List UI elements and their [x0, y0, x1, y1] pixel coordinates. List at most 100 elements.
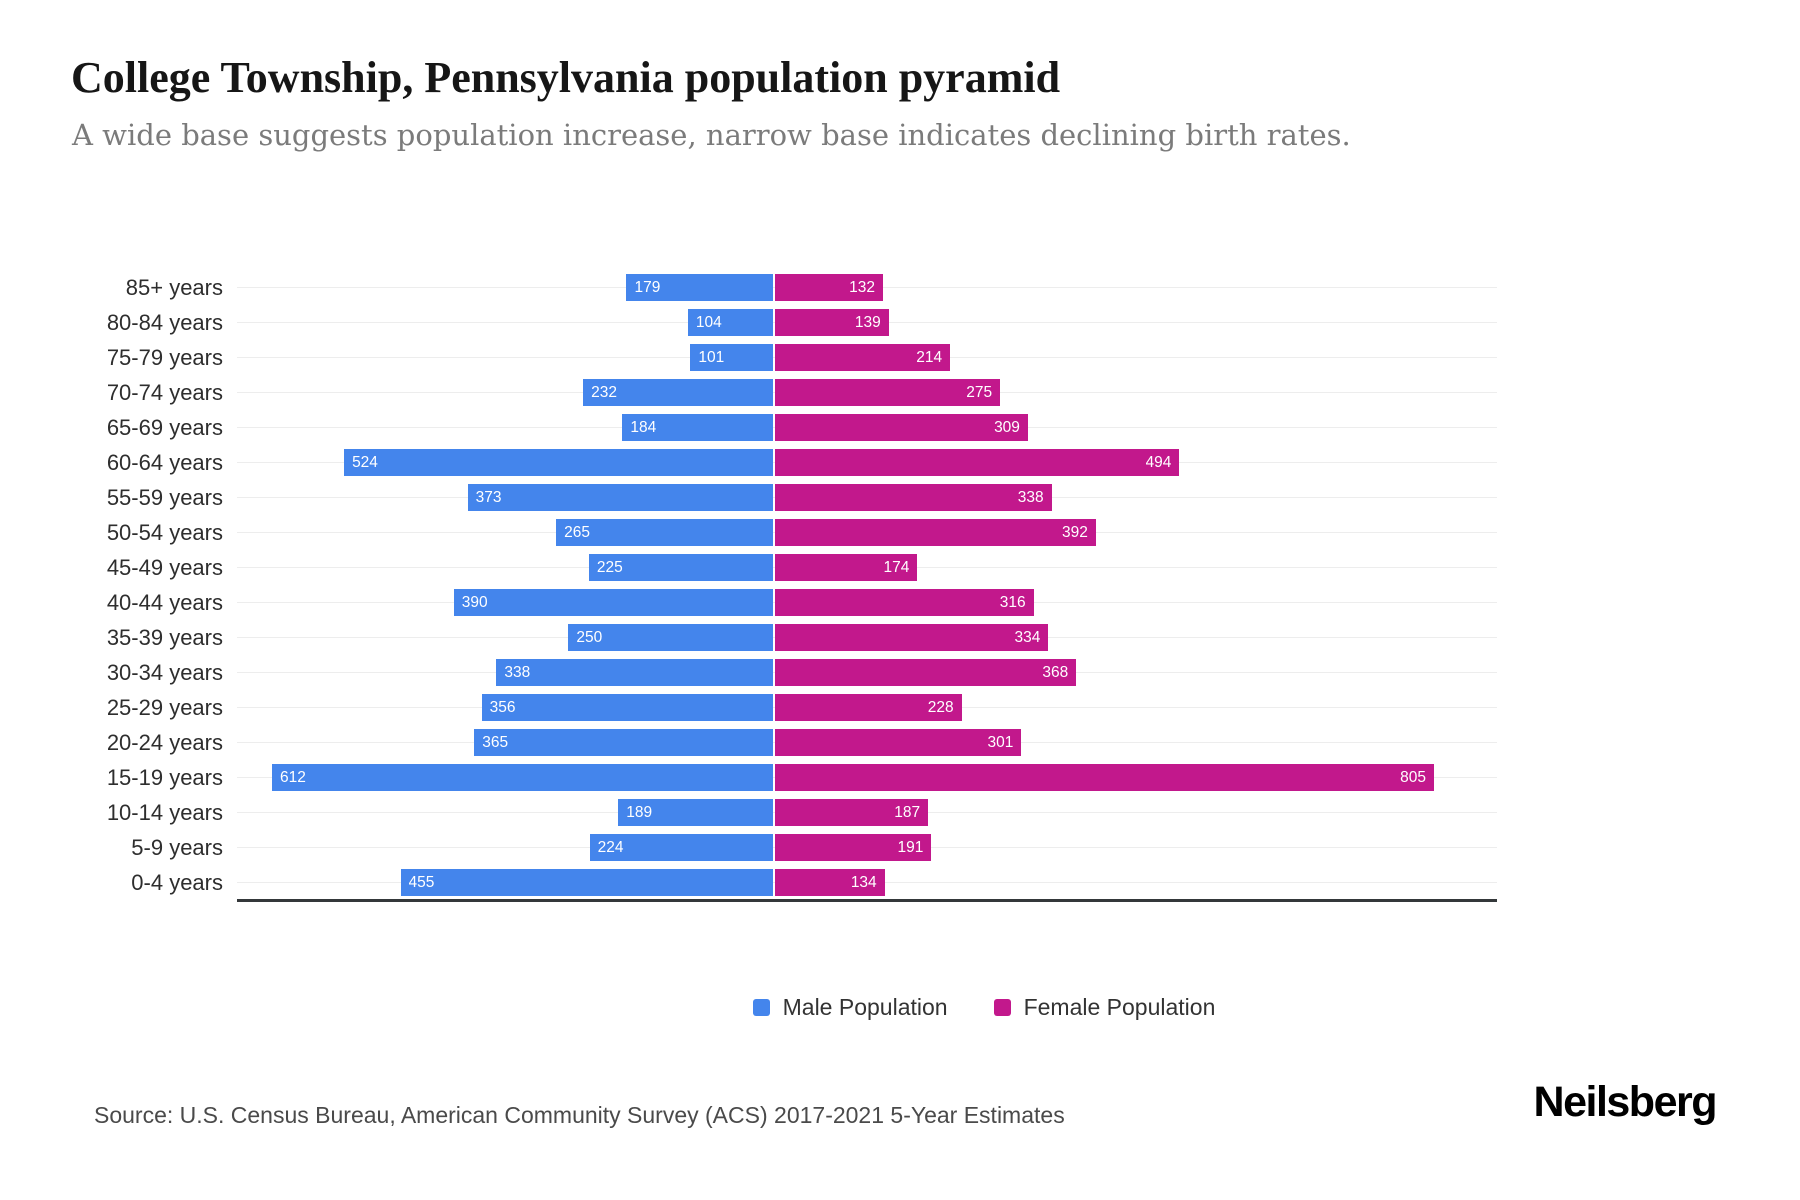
female-bar-value: 275 [966, 384, 993, 401]
male-bar-value: 612 [280, 769, 306, 786]
female-bar[interactable]: 139 [775, 309, 889, 336]
pyramid-row: 85+ years 179 132 [0, 270, 1800, 305]
row-plot: 373 338 [237, 480, 1497, 515]
male-bar[interactable]: 612 [272, 764, 773, 791]
row-plot: 524 494 [237, 445, 1497, 480]
female-bar[interactable]: 368 [775, 659, 1077, 686]
male-bar-value: 390 [461, 594, 488, 611]
female-legend-label: Female Population [1023, 994, 1216, 1020]
female-bar[interactable]: 494 [775, 449, 1180, 476]
pyramid-row: 10-14 years 189 187 [0, 795, 1800, 830]
female-bar-value: 368 [1042, 664, 1069, 681]
male-bar[interactable]: 524 [344, 449, 773, 476]
age-group-label: 10-14 years [106, 799, 223, 825]
pyramid-row: 70-74 years 232 275 [0, 375, 1800, 410]
age-group-label: 80-84 years [106, 309, 223, 335]
female-bar[interactable]: 334 [775, 624, 1049, 651]
female-bar-value: 139 [854, 314, 881, 331]
male-bar[interactable]: 390 [453, 589, 773, 616]
age-group-label: 50-54 years [106, 519, 223, 545]
legend-item-male[interactable]: Male Population [752, 994, 948, 1021]
pyramid-row: 40-44 years 390 316 [0, 585, 1800, 620]
female-legend-swatch-icon [993, 999, 1011, 1016]
female-bar[interactable]: 275 [775, 379, 1001, 406]
female-bar[interactable]: 134 [775, 869, 885, 896]
male-bar[interactable]: 250 [568, 624, 773, 651]
age-group-label: 70-74 years [106, 379, 223, 405]
row-plot: 265 392 [237, 515, 1497, 550]
female-bar-value: 132 [849, 279, 876, 296]
male-bar-value: 225 [596, 559, 623, 576]
chart-title: College Township, Pennsylvania populatio… [71, 53, 1061, 102]
row-plot: 356 228 [237, 690, 1497, 725]
female-bar-value: 174 [883, 559, 910, 576]
neilsberg-logo[interactable]: Neilsberg [1533, 1078, 1718, 1126]
male-bar[interactable]: 224 [589, 834, 773, 861]
source-attribution: Source: U.S. Census Bureau, American Com… [94, 1102, 1065, 1128]
age-group-label: 60-64 years [106, 449, 223, 475]
pyramid-row: 65-69 years 184 309 [0, 410, 1800, 445]
age-group-label: 30-34 years [106, 659, 223, 685]
female-bar-value: 338 [1017, 489, 1044, 506]
male-bar-value: 524 [352, 454, 378, 471]
male-bar[interactable]: 104 [687, 309, 773, 336]
female-bar[interactable]: 174 [775, 554, 918, 581]
row-plot: 184 309 [237, 410, 1497, 445]
pyramid-row: 30-34 years 338 368 [0, 655, 1800, 690]
female-bar[interactable]: 392 [775, 519, 1096, 546]
male-bar[interactable]: 184 [622, 414, 773, 441]
male-bar[interactable]: 232 [583, 379, 773, 406]
male-bar-value: 224 [597, 839, 624, 856]
female-bar[interactable]: 309 [775, 414, 1028, 441]
row-plot: 365 301 [237, 725, 1497, 760]
female-bar[interactable]: 338 [775, 484, 1052, 511]
male-bar[interactable]: 179 [626, 274, 773, 301]
row-plot: 179 132 [237, 270, 1497, 305]
male-bar[interactable]: 189 [618, 799, 773, 826]
male-bar[interactable]: 265 [556, 519, 773, 546]
pyramid-row: 20-24 years 365 301 [0, 725, 1800, 760]
male-legend-swatch-icon [752, 999, 770, 1016]
female-bar[interactable]: 805 [775, 764, 1434, 791]
female-bar[interactable]: 187 [775, 799, 929, 826]
row-plot: 232 275 [237, 375, 1497, 410]
male-bar[interactable]: 101 [690, 344, 773, 371]
age-group-label: 40-44 years [106, 589, 223, 615]
female-bar[interactable]: 316 [775, 589, 1034, 616]
female-bar-value: 805 [1400, 769, 1426, 786]
row-plot: 104 139 [237, 305, 1497, 340]
male-bar[interactable]: 356 [481, 694, 773, 721]
pyramid-plot-area: 85+ years 179 132 80-84 years 104 139 75-79 ye… [0, 270, 1800, 900]
legend: Male Population Female Population [84, 994, 1800, 1021]
female-bar-value: 228 [927, 699, 954, 716]
female-bar[interactable]: 132 [775, 274, 884, 301]
female-bar[interactable]: 301 [775, 729, 1022, 756]
row-plot: 225 174 [237, 550, 1497, 585]
male-bar[interactable]: 455 [400, 869, 773, 896]
male-bar[interactable]: 338 [496, 659, 773, 686]
female-bar-value: 191 [897, 839, 924, 856]
female-bar[interactable]: 228 [775, 694, 962, 721]
age-group-label: 35-39 years [106, 624, 223, 650]
age-group-label: 65-69 years [106, 414, 223, 440]
age-group-label: 45-49 years [106, 554, 223, 580]
pyramid-row: 45-49 years 225 174 [0, 550, 1800, 585]
pyramid-row: 0-4 years 455 134 [0, 865, 1800, 900]
age-group-label: 15-19 years [106, 764, 223, 790]
male-bar-value: 189 [626, 804, 653, 821]
male-bar[interactable]: 373 [467, 484, 773, 511]
pyramid-row: 55-59 years 373 338 [0, 480, 1800, 515]
age-group-label: 0-4 years [131, 869, 223, 895]
legend-item-female[interactable]: Female Population [993, 994, 1216, 1021]
age-group-label: 75-79 years [106, 344, 223, 370]
female-bar[interactable]: 214 [775, 344, 951, 371]
row-plot: 612 805 [237, 760, 1497, 795]
male-bar-value: 455 [408, 874, 435, 891]
male-bar-value: 356 [489, 699, 516, 716]
male-bar[interactable]: 365 [474, 729, 773, 756]
male-bar-value: 184 [630, 419, 657, 436]
male-bar-value: 373 [475, 489, 502, 506]
row-plot: 250 334 [237, 620, 1497, 655]
female-bar[interactable]: 191 [775, 834, 932, 861]
male-bar[interactable]: 225 [588, 554, 773, 581]
